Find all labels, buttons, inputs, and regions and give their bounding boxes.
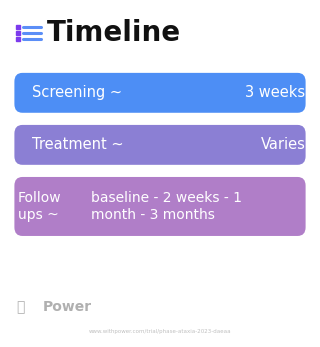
Text: Varies: Varies [261,137,306,152]
Text: 3 weeks: 3 weeks [245,85,306,100]
FancyBboxPatch shape [14,177,306,236]
Text: Timeline: Timeline [46,19,180,47]
Text: Follow
ups ~: Follow ups ~ [18,191,61,222]
FancyBboxPatch shape [14,73,306,113]
Text: Screening ~: Screening ~ [32,85,122,100]
Text: baseline - 2 weeks - 1
month - 3 months: baseline - 2 weeks - 1 month - 3 months [91,191,242,222]
Text: www.withpower.com/trial/phase-ataxia-2023-daeaa: www.withpower.com/trial/phase-ataxia-202… [89,329,231,334]
FancyBboxPatch shape [14,125,306,165]
Text: ␧: ␧ [17,300,25,314]
Text: Power: Power [43,300,92,314]
Text: Treatment ~: Treatment ~ [32,137,124,152]
